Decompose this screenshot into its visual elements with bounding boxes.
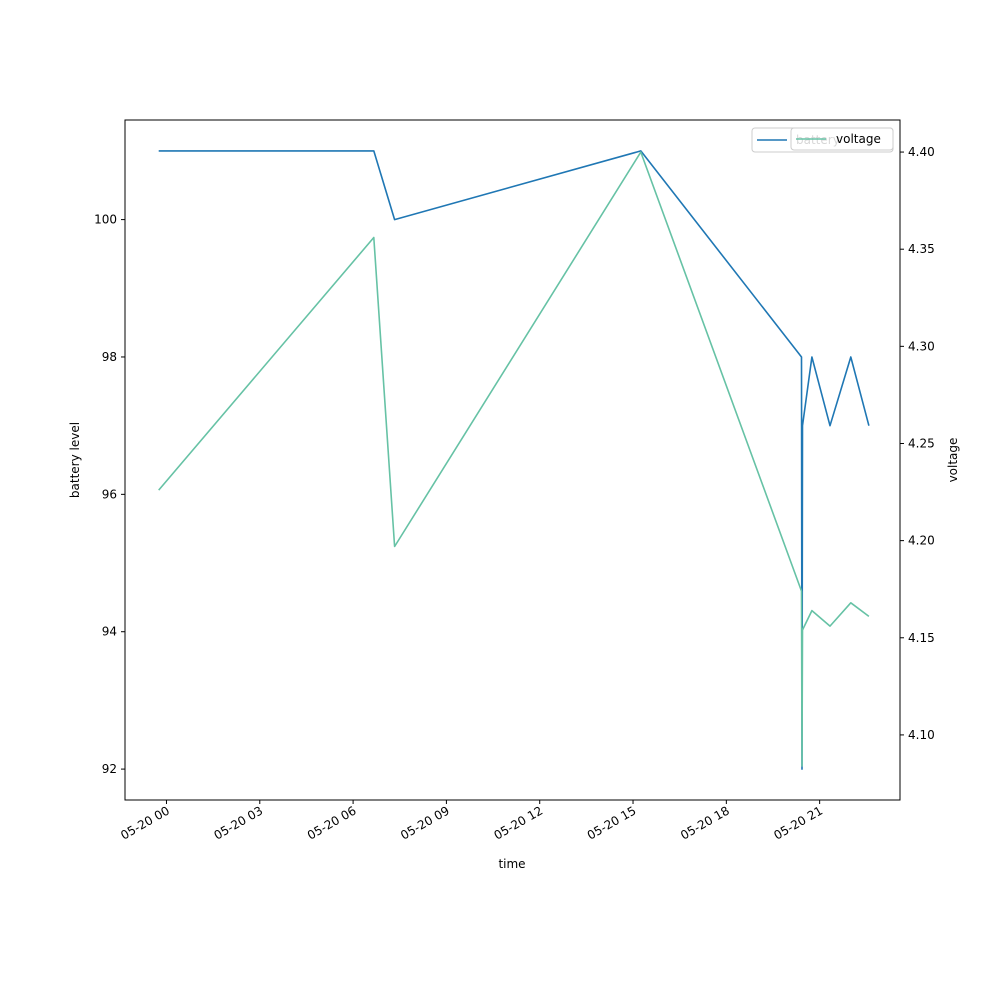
legend: batteryvoltage xyxy=(751,127,894,153)
plot-frame xyxy=(124,119,901,801)
legend-box-voltage xyxy=(790,127,894,151)
y-tick-label: 98 xyxy=(102,350,117,364)
legend-label-voltage: voltage xyxy=(836,132,881,146)
series-line-voltage xyxy=(158,151,870,767)
y2-tick-label: 4.15 xyxy=(908,631,935,645)
y2-tick-label: 4.25 xyxy=(908,436,935,450)
y2-tick-label: 4.35 xyxy=(908,242,935,256)
y2-tick-label: 4.20 xyxy=(908,534,935,548)
y-axis-right: 4.10 4.15 4.20 4.25 4.30 4.35 4.40 xyxy=(900,145,935,742)
y-tick-label: 96 xyxy=(102,487,117,501)
y2-tick-label: 4.30 xyxy=(908,339,935,353)
y-tick-label: 94 xyxy=(102,625,117,639)
y2-tick-label: 4.10 xyxy=(908,728,935,742)
y2-axis-title: voltage xyxy=(946,438,960,483)
series-line-battery xyxy=(158,150,870,770)
y-axis-title: battery level xyxy=(68,422,82,498)
y-axis-left: 92 94 96 98 100 xyxy=(94,213,125,776)
y-tick-label: 92 xyxy=(102,762,117,776)
y-tick-label: 100 xyxy=(94,213,117,227)
x-axis-title: time xyxy=(498,857,525,871)
y2-tick-label: 4.40 xyxy=(908,145,935,159)
series-layer xyxy=(158,150,870,770)
